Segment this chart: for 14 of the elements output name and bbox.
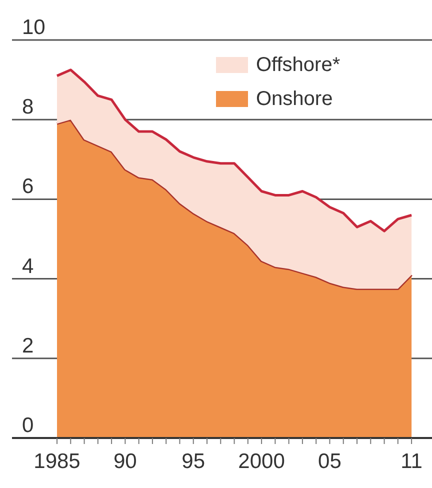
legend-label: Offshore*	[256, 54, 340, 76]
y-tick-label: 2	[22, 334, 34, 358]
x-tick-label: 95	[182, 450, 206, 473]
y-tick-label: 4	[22, 254, 34, 278]
x-tick-label: 11	[400, 450, 422, 473]
y-tick-label: 10	[22, 16, 46, 39]
y-tick-label: 8	[22, 96, 34, 119]
legend-label: Onshore	[256, 88, 333, 110]
x-tick-label: 05	[318, 450, 342, 473]
x-tick-label: 2000	[238, 450, 285, 473]
y-tick-label: 6	[22, 175, 34, 198]
x-tick-label: 90	[114, 450, 137, 473]
x-tick-label: 1985	[34, 450, 80, 473]
y-tick-label: 0	[22, 414, 34, 437]
